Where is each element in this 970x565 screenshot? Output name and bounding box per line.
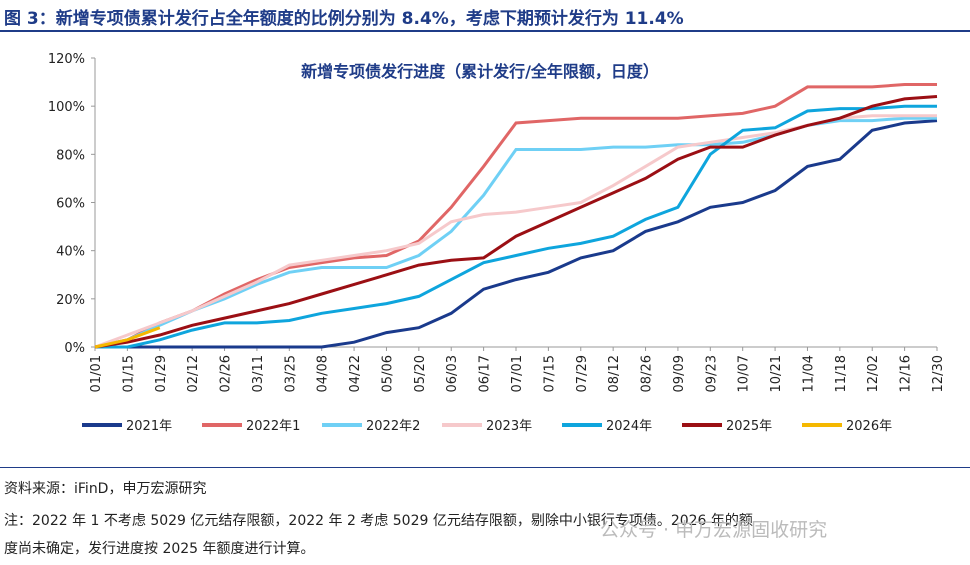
watermark: 公众号 · 申万宏源固收研究 xyxy=(600,519,828,541)
legend-label: 2026年 xyxy=(846,419,892,434)
x-tick-label: 08/12 xyxy=(607,355,622,392)
series-line xyxy=(94,83,937,349)
x-tick-label: 11/04 xyxy=(801,355,816,392)
x-tick-label: 07/01 xyxy=(510,355,525,392)
series-line xyxy=(94,326,161,349)
x-tick-label: 03/25 xyxy=(283,355,298,392)
x-tick-label: 01/01 xyxy=(89,355,104,392)
note: 度尚未确定，发行进度按 2025 年额度进行计算。 xyxy=(4,541,315,557)
x-tick-label: 01/29 xyxy=(154,355,169,392)
figure-title: 图 3：新增专项债累计发行占全年额度的比例分别为 8.4%，考虑下期预计发行为 … xyxy=(4,9,684,29)
x-tick-label: 09/23 xyxy=(704,355,719,392)
y-tick-label: 0% xyxy=(64,341,85,356)
y-tick-label: 40% xyxy=(56,245,85,260)
x-tick-label: 01/15 xyxy=(121,355,136,392)
x-tick-label: 05/06 xyxy=(380,355,395,392)
x-tick-label: 12/16 xyxy=(899,355,914,392)
x-tick-label: 10/21 xyxy=(769,355,784,392)
rule xyxy=(0,467,970,468)
series-line xyxy=(95,104,937,349)
chart-title: 新增专项债发行进度（累计发行/全年限额，日度） xyxy=(301,62,659,81)
x-tick-label: 12/30 xyxy=(931,355,946,392)
x-tick-label: 10/07 xyxy=(737,355,752,392)
note: 注：2022 年 1 不考虑 5029 亿元结存限额，2022 年 2 考虑 5… xyxy=(4,513,753,529)
y-tick-label: 60% xyxy=(56,197,85,212)
x-tick-label: 04/22 xyxy=(348,355,363,392)
series-line xyxy=(94,116,937,349)
x-tick-label: 11/18 xyxy=(834,355,849,392)
y-tick-label: 100% xyxy=(48,100,85,115)
legend-label: 2023年 xyxy=(486,419,532,434)
source: 资料来源：iFinD，申万宏源研究 xyxy=(4,481,207,497)
x-tick-label: 07/15 xyxy=(542,355,557,392)
chart: 新增专项债发行进度（累计发行/全年限额，日度） 0% 20% 40% 60% 80% 10… xyxy=(48,52,946,434)
x-tick-label: 06/17 xyxy=(478,355,493,392)
x-tick-label: 05/20 xyxy=(413,355,428,392)
x-tick-label: 12/02 xyxy=(866,355,881,392)
x-tick-label: 06/03 xyxy=(445,355,460,392)
y-tick-label: 20% xyxy=(56,293,85,308)
x-tick-label: 02/26 xyxy=(219,355,234,392)
series-line xyxy=(94,95,938,349)
x-tick-label: 03/11 xyxy=(251,355,266,392)
y-tick-label: 80% xyxy=(56,148,85,163)
x-tick-label: 02/12 xyxy=(186,355,201,392)
legend-label: 2022年2 xyxy=(366,419,420,434)
x-tick-label: 09/09 xyxy=(672,355,687,392)
legend-label: 2024年 xyxy=(606,419,652,434)
x-tick-label: 04/08 xyxy=(316,355,331,392)
x-tick-label: 07/29 xyxy=(575,355,590,392)
series-line xyxy=(95,119,938,349)
legend-label: 2022年1 xyxy=(246,419,300,434)
rule xyxy=(0,30,970,32)
legend-label: 2025年 xyxy=(726,419,772,434)
x-tick-label: 08/26 xyxy=(640,355,655,392)
legend-label: 2021年 xyxy=(126,419,172,434)
y-tick-label: 120% xyxy=(48,52,85,67)
